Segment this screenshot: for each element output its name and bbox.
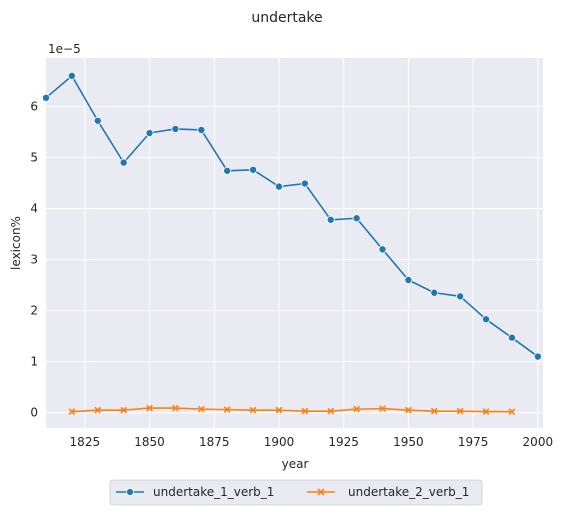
plot-area [46, 58, 543, 428]
chart-title: undertake [251, 10, 322, 26]
x-tick-label: 1825 [70, 435, 101, 449]
grid-lines [46, 58, 543, 428]
data-point [67, 71, 76, 80]
y-tick-label: 4 [30, 202, 38, 216]
series-line [71, 407, 512, 413]
data-point [275, 406, 283, 414]
legend-label-series-2: undertake_2_verb_1 [348, 485, 469, 499]
series-1 [42, 71, 542, 361]
legend: undertake_1_verb_1 undertake_2_verb_1 [109, 479, 483, 506]
series-lines [42, 71, 542, 416]
y-tick-label: 3 [30, 253, 38, 267]
legend-box [109, 479, 483, 506]
x-tick-label: 1925 [328, 435, 359, 449]
data-point [482, 408, 490, 416]
data-point [405, 406, 412, 414]
data-point [249, 165, 258, 174]
data-point [300, 179, 309, 188]
data-point [301, 407, 309, 415]
data-point [119, 158, 128, 167]
data-point [68, 408, 76, 416]
data-point [223, 406, 231, 413]
y-tick-label: 6 [30, 99, 38, 113]
data-point [146, 404, 153, 412]
data-point [456, 407, 464, 415]
data-point [378, 245, 387, 254]
data-point [145, 129, 154, 138]
x-tick-label: 1900 [264, 435, 295, 449]
y-axis-label: lexicon% [9, 216, 23, 270]
x-tick-label: 1850 [134, 435, 165, 449]
data-point [404, 275, 413, 284]
data-point [353, 405, 360, 413]
legend-marker-series-1 [126, 488, 134, 496]
x-tick-label: 1875 [199, 435, 230, 449]
x-tick-label: 2000 [523, 435, 554, 449]
data-point [430, 288, 439, 297]
data-point [456, 292, 465, 301]
axis-ticks: 1825 1850 1875 1900 1925 1950 1975 2000 0 1 2 3 4 5 6 [30, 99, 553, 449]
data-point [274, 182, 283, 191]
data-point [326, 215, 335, 224]
data-point [197, 405, 205, 413]
data-point [223, 166, 232, 175]
data-point [508, 408, 516, 416]
data-point [249, 406, 257, 414]
data-point [171, 124, 180, 133]
series-line [45, 75, 539, 358]
data-point [172, 404, 179, 412]
y-tick-label: 2 [30, 304, 38, 318]
data-point [507, 333, 516, 342]
data-point [94, 406, 102, 414]
x-axis-label: year [282, 457, 309, 471]
data-point [352, 214, 361, 223]
x-tick-label: 1950 [393, 435, 424, 449]
data-point [430, 407, 438, 415]
data-point [120, 406, 128, 414]
y-tick-label: 1 [30, 355, 38, 369]
data-point [379, 405, 386, 412]
legend-label-series-1: undertake_1_verb_1 [153, 485, 274, 499]
data-point [197, 125, 206, 134]
data-point [42, 93, 51, 102]
y-tick-label: 0 [30, 406, 38, 420]
data-point [327, 407, 335, 415]
y-axis-offset-label: 1e−5 [48, 42, 81, 56]
y-tick-label: 5 [30, 151, 38, 165]
data-point [93, 116, 102, 125]
series-2 [68, 404, 516, 416]
data-point [482, 315, 491, 324]
x-tick-label: 1975 [458, 435, 489, 449]
legend-marker-series-2 [317, 488, 325, 496]
data-point [533, 352, 542, 361]
